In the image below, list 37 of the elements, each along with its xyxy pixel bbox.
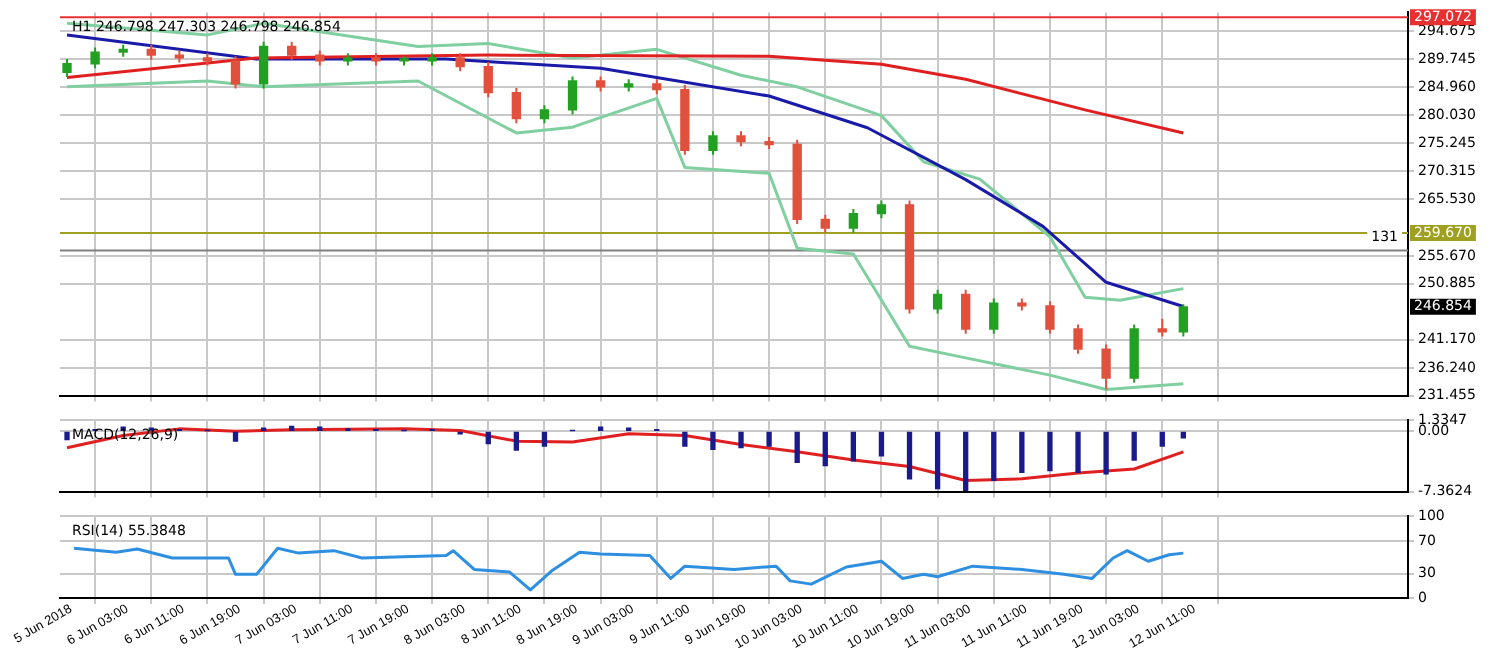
candlestick <box>820 213 830 234</box>
candlestick <box>427 52 437 67</box>
candlestick <box>1045 300 1055 335</box>
candlestick <box>848 208 859 234</box>
candlestick <box>989 297 999 335</box>
candlestick <box>455 52 465 73</box>
candlestick <box>1017 297 1027 312</box>
candlestick <box>876 199 887 220</box>
candlestick <box>315 49 325 67</box>
candlestick <box>1129 323 1139 384</box>
candlestick <box>202 52 213 67</box>
candlestick <box>343 52 353 67</box>
candlestick <box>1157 317 1167 338</box>
candlestick <box>483 61 493 99</box>
candlestick <box>258 40 269 90</box>
candlestick <box>399 55 409 67</box>
candlestick <box>1073 323 1083 355</box>
candlestick <box>708 130 718 156</box>
candlestick <box>1178 303 1188 338</box>
candlestick <box>595 75 606 93</box>
candlestick <box>736 130 746 148</box>
candlestick <box>371 52 381 67</box>
candlestick <box>567 75 578 116</box>
candlestick <box>764 135 774 151</box>
candlestick <box>62 58 72 78</box>
candlestick <box>792 138 802 226</box>
candlestick <box>146 43 156 61</box>
candlestick <box>511 86 522 125</box>
candlestick <box>1101 343 1111 391</box>
candlestick <box>904 199 915 315</box>
candlestick <box>652 78 662 96</box>
candlestick <box>174 49 185 64</box>
candlestick <box>539 104 550 125</box>
candlestick <box>230 55 241 90</box>
candlestick <box>287 40 297 61</box>
candlestick <box>680 84 690 156</box>
candlestick <box>961 288 971 335</box>
